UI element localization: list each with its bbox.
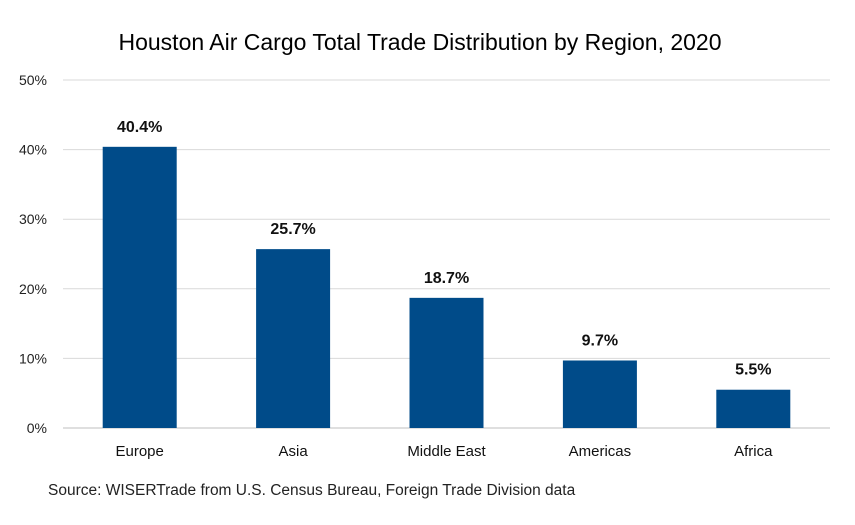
y-tick-label: 20% xyxy=(19,281,47,297)
data-label: 5.5% xyxy=(735,362,771,379)
bar-middle-east xyxy=(409,297,484,428)
y-tick-label: 30% xyxy=(19,211,47,227)
x-tick-label: Africa xyxy=(734,443,773,460)
source-note: Source: WISERTrade from U.S. Census Bure… xyxy=(48,482,576,499)
bars xyxy=(102,146,791,429)
y-tick-label: 0% xyxy=(27,420,47,436)
labels: 0% 10% 20% 30% 40% 50% 40.4% Europe 25.7% Asia 18.… xyxy=(19,72,773,460)
data-label: 25.7% xyxy=(270,221,315,238)
y-tick-label: 50% xyxy=(19,72,47,88)
y-tick-label: 40% xyxy=(19,142,47,158)
data-label: 18.7% xyxy=(424,270,469,287)
data-label: 40.4% xyxy=(117,119,162,136)
x-tick-label: Middle East xyxy=(407,443,486,460)
x-tick-label: Americas xyxy=(569,443,632,460)
bar-africa xyxy=(716,389,791,428)
data-label: 9.7% xyxy=(582,332,618,349)
x-tick-label: Asia xyxy=(279,443,309,460)
y-tick-label: 10% xyxy=(19,350,47,366)
bar-americas xyxy=(562,360,637,428)
chart-title: Houston Air Cargo Total Trade Distributi… xyxy=(118,29,721,55)
x-tick-label: Europe xyxy=(116,443,164,460)
bar-europe xyxy=(102,146,177,429)
bar-asia xyxy=(256,249,331,428)
gridlines xyxy=(63,79,830,429)
